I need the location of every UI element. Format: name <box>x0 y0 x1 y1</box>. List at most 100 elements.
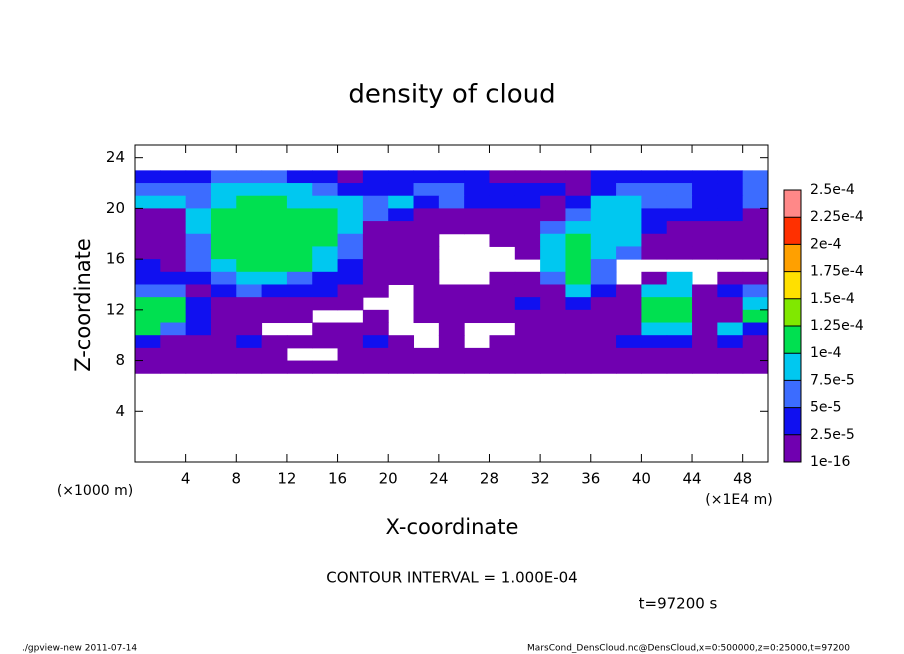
cell <box>337 335 364 349</box>
cell <box>413 233 440 247</box>
cell <box>742 360 769 374</box>
cell <box>565 259 592 273</box>
cell <box>692 335 718 349</box>
cell <box>438 309 465 324</box>
cell <box>565 208 592 222</box>
cell <box>337 297 364 311</box>
cell <box>185 170 212 184</box>
cell <box>489 360 516 374</box>
cell <box>210 259 237 273</box>
colorbar-label: 1e-16 <box>810 454 850 470</box>
cell <box>337 170 364 184</box>
cell <box>160 195 187 209</box>
cell <box>337 322 364 336</box>
cell <box>565 322 592 336</box>
cell <box>464 347 490 362</box>
cell <box>388 259 415 273</box>
cell <box>540 221 566 235</box>
cell <box>641 347 668 362</box>
cell <box>312 259 339 273</box>
cell <box>489 221 516 235</box>
cell <box>312 195 339 209</box>
cell <box>185 259 212 273</box>
cell <box>337 195 364 209</box>
cell <box>666 309 693 324</box>
cell <box>514 309 541 324</box>
cell <box>616 360 642 374</box>
cell <box>489 284 516 298</box>
cell <box>717 322 744 336</box>
cell <box>514 208 541 222</box>
cell <box>413 271 440 285</box>
cell <box>641 183 668 197</box>
colorbar-swatch <box>784 244 801 272</box>
colorbar-label: 7.5e-5 <box>810 372 855 388</box>
x-unit-right: (×1E4 m) <box>705 492 772 508</box>
cell <box>717 360 744 374</box>
cell <box>413 246 440 260</box>
cell <box>641 221 668 235</box>
cell <box>388 208 415 222</box>
cell <box>236 183 263 197</box>
y-tick-label: 12 <box>106 300 125 318</box>
plot-frame <box>134 144 769 463</box>
cell <box>362 322 389 336</box>
cell <box>185 221 212 235</box>
cell <box>717 208 744 222</box>
cell <box>185 271 212 285</box>
cell <box>464 284 490 298</box>
cell <box>666 360 693 374</box>
cell <box>261 284 288 298</box>
cell <box>717 271 744 285</box>
cell <box>514 221 541 235</box>
cell <box>210 360 237 374</box>
cell <box>590 335 617 349</box>
cell <box>742 208 769 222</box>
cell <box>185 297 212 311</box>
cell <box>236 360 263 374</box>
cell <box>692 221 718 235</box>
cell <box>565 233 592 247</box>
cell <box>742 297 769 311</box>
cell <box>413 360 440 374</box>
cell <box>489 309 516 324</box>
cell <box>135 259 161 273</box>
cell <box>590 183 617 197</box>
cell <box>160 233 187 247</box>
cell <box>261 208 288 222</box>
cell <box>565 309 592 324</box>
cell <box>514 183 541 197</box>
colorbar-swatch <box>784 326 801 354</box>
cell <box>438 360 465 374</box>
cell <box>160 246 187 260</box>
cell <box>413 347 440 362</box>
x-tick-label: 4 <box>181 470 191 488</box>
cell <box>692 170 718 184</box>
cell <box>337 233 364 247</box>
colorbar-swatch <box>784 190 801 218</box>
cell <box>337 246 364 260</box>
cell <box>565 335 592 349</box>
cell <box>160 221 187 235</box>
cell <box>388 195 415 209</box>
cell <box>742 309 769 324</box>
cell <box>286 297 313 311</box>
cell <box>742 335 769 349</box>
cell <box>514 271 541 285</box>
cell <box>666 233 693 247</box>
cell <box>590 208 617 222</box>
cell <box>413 259 440 273</box>
cell <box>286 221 313 235</box>
cell <box>388 271 415 285</box>
cell <box>286 208 313 222</box>
x-tick-label: 36 <box>581 470 600 488</box>
cell <box>692 297 718 311</box>
cell <box>185 347 212 362</box>
cell <box>312 208 339 222</box>
cell <box>489 233 516 247</box>
cell <box>261 259 288 273</box>
y-tick-label: 8 <box>115 351 125 369</box>
cell <box>590 284 617 298</box>
cell <box>666 347 693 362</box>
cell <box>565 360 592 374</box>
